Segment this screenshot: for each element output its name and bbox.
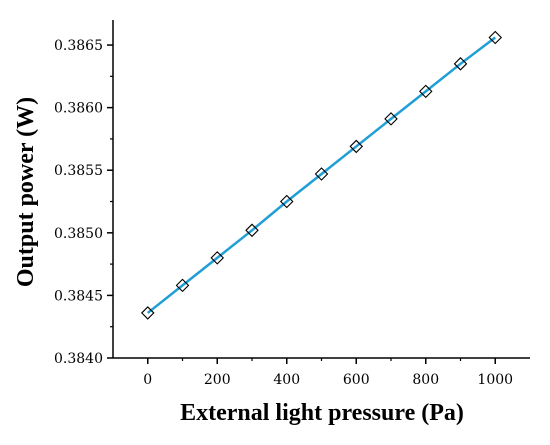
data-point-marker — [488, 30, 503, 45]
axes — [112, 20, 530, 359]
x-tick-label: 600 — [343, 372, 370, 388]
y-tick-label: 0.3855 — [54, 163, 103, 179]
x-tick-label: 200 — [204, 372, 231, 388]
data-point-marker — [140, 306, 155, 320]
plot-area — [140, 30, 503, 320]
y-axis-label: Output power (W) — [13, 97, 39, 287]
y-tick-label: 0.3865 — [54, 38, 103, 54]
x-axis-label: External light pressure (Pa) — [180, 400, 464, 426]
data-point-marker — [245, 223, 259, 238]
x-tick-label: 0 — [143, 372, 152, 388]
data-point-marker — [453, 57, 468, 71]
y-tick-label: 0.3860 — [54, 101, 103, 117]
data-point-marker — [349, 139, 364, 154]
data-point-marker — [210, 251, 225, 265]
ticks: 0.3840 0.3845 0.3850 0.3855 0.3860 0.3865 0 200… — [54, 38, 513, 388]
data-point-marker — [314, 167, 329, 181]
data-point-marker — [418, 84, 433, 99]
data-point-marker — [279, 194, 294, 209]
y-tick-label: 0.3840 — [54, 351, 103, 367]
y-tick-label: 0.3850 — [54, 226, 103, 242]
x-tick-label: 1000 — [477, 372, 513, 388]
data-point-marker — [175, 278, 190, 293]
data-point-marker — [384, 112, 398, 126]
x-tick-label: 400 — [273, 372, 300, 388]
series-line — [146, 36, 497, 314]
x-tick-label: 800 — [412, 372, 439, 388]
y-tick-label: 0.3845 — [54, 288, 103, 304]
